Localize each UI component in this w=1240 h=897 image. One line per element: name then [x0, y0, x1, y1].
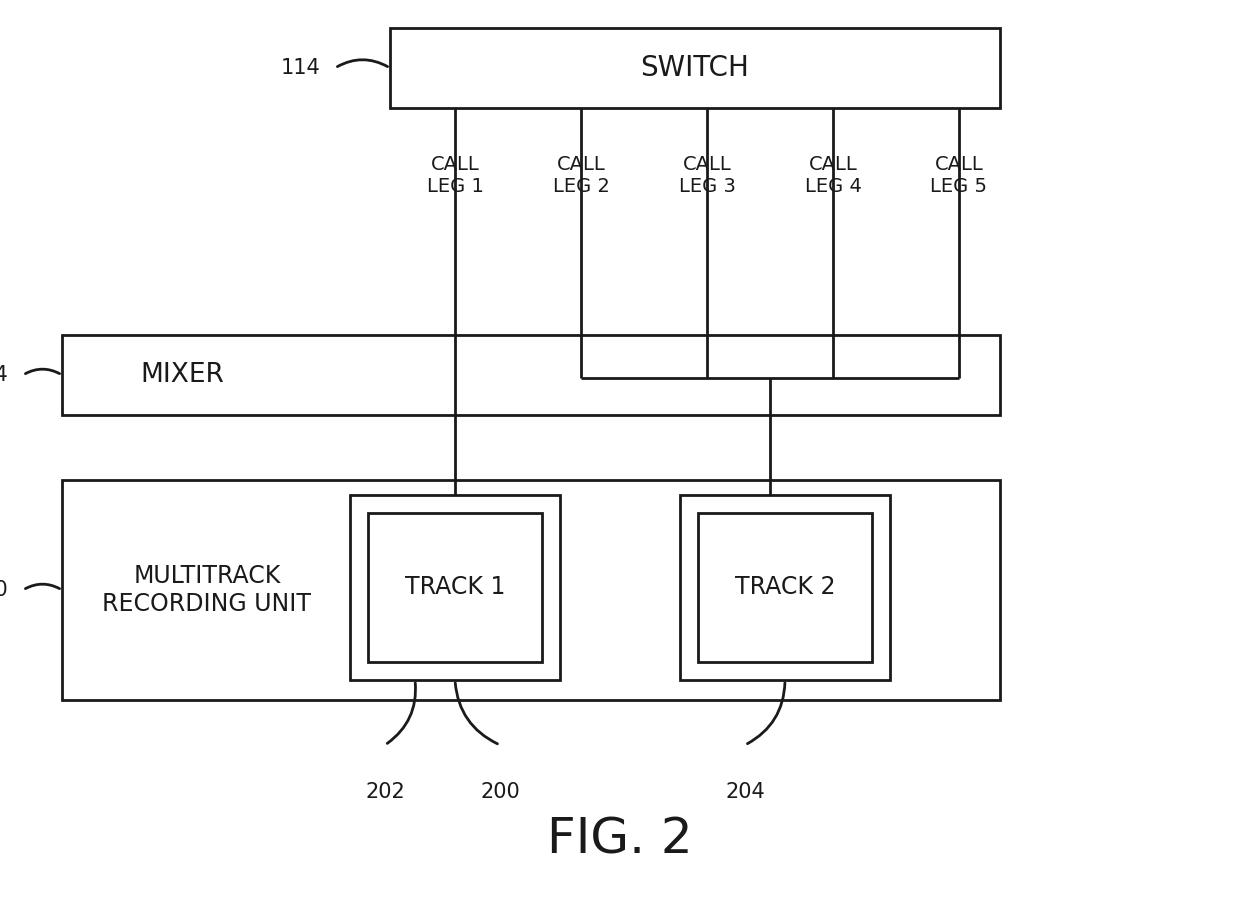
Text: CALL
LEG 3: CALL LEG 3: [678, 154, 735, 196]
Bar: [62, 480, 999, 700]
Text: 114: 114: [280, 58, 320, 78]
Text: 202: 202: [365, 782, 405, 802]
Bar: [62, 335, 999, 415]
Bar: [391, 28, 999, 108]
Text: 130: 130: [0, 580, 7, 600]
Text: 200: 200: [480, 782, 520, 802]
Text: SWITCH: SWITCH: [641, 54, 749, 82]
Bar: [368, 513, 542, 662]
Text: MULTITRACK
RECORDING UNIT: MULTITRACK RECORDING UNIT: [103, 564, 311, 616]
Text: CALL
LEG 4: CALL LEG 4: [805, 154, 862, 196]
Text: 204: 204: [725, 782, 765, 802]
Text: FIG. 2: FIG. 2: [547, 816, 693, 864]
Text: 124: 124: [0, 365, 7, 385]
Text: CALL
LEG 2: CALL LEG 2: [553, 154, 609, 196]
Text: CALL
LEG 5: CALL LEG 5: [930, 154, 987, 196]
Bar: [698, 513, 872, 662]
Bar: [680, 495, 890, 680]
Bar: [350, 495, 560, 680]
Text: MIXER: MIXER: [140, 362, 224, 388]
Text: TRACK 1: TRACK 1: [404, 576, 505, 599]
Text: TRACK 2: TRACK 2: [735, 576, 836, 599]
Text: CALL
LEG 1: CALL LEG 1: [427, 154, 484, 196]
